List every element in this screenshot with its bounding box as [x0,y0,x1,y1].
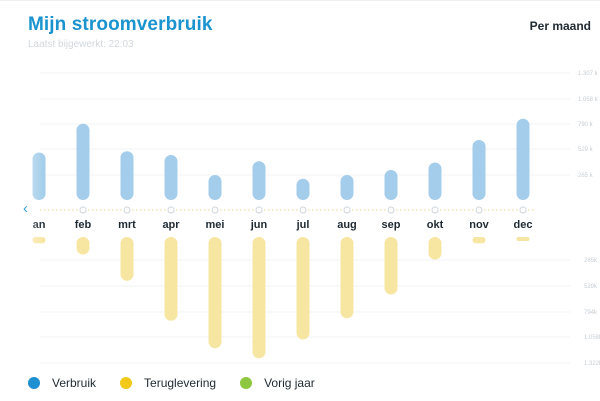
y-tick-label: 1.307 k [578,71,599,77]
usage-bar-okt [428,162,442,200]
month-marker-jul [299,206,307,214]
month-marker-mei [211,206,219,214]
return-bar-aug [340,237,354,319]
period-selector[interactable]: Per maand [529,19,591,33]
legend: Verbruik Teruglevering Vorig jaar [28,376,339,390]
legend-dot-verbruik [28,377,40,389]
return-bar-apr [164,237,178,321]
legend-item-verbruik: Verbruik [28,376,96,390]
month-label-jun: jun [250,219,268,231]
usage-bar-sep [384,170,398,200]
month-marker-dec [519,206,527,214]
legend-label-verbruik: Verbruik [52,376,97,390]
month-marker-nov [475,206,483,214]
month-marker-feb [79,206,87,214]
y-tick-label: 529 k [578,147,594,153]
return-bar-jun [252,237,266,359]
return-bars [32,237,530,359]
last-updated-text: Laatst bijgewerkt: 22:03 [28,39,134,50]
legend-label-vorig-jaar: Vorig jaar [264,376,315,390]
return-bar-nov [472,237,486,244]
return-bar-okt [428,237,442,260]
y-tick-label: 790 k [578,122,594,128]
usage-bar-jul [296,178,310,200]
legend-item-teruglevering: Teruglevering [120,376,216,390]
usage-bar-mei [208,175,222,200]
month-marker-mrt [123,206,131,214]
month-marker-aug [343,206,351,214]
month-label-aug: aug [337,219,357,231]
month-marker-okt [431,206,439,214]
y-tick-labels: 1.307 k 1.058 k 790 k 529 k 265 k 265k 529k 794… [578,71,600,367]
usage-bar-aug [340,175,354,200]
month-label-mei: mei [206,219,225,231]
usage-bar-feb [76,123,90,200]
y-tick-label: 1.322k [584,361,600,367]
y-tick-label: 529k [584,284,598,290]
usage-bar-dec [516,118,530,200]
month-label-okt: okt [427,219,444,231]
month-marker-sep [387,206,395,214]
return-bar-dec [516,237,530,241]
y-tick-label: 265k [584,258,598,264]
usage-bar-apr [164,155,178,200]
month-label-sep: sep [382,219,401,231]
return-bar-mei [208,237,222,349]
month-label-nov: nov [469,219,489,231]
month-label-dec: dec [514,219,533,231]
chevron-left-icon[interactable]: ‹ [23,200,28,217]
left-edge-fade [0,61,44,371]
return-bar-jul [296,237,310,340]
month-label-feb: feb [75,219,92,231]
month-labels: anfebmrtaprmeijunjulaugsepoktnovdec [33,219,533,231]
y-tick-label: 1.058 k [578,97,599,103]
return-bar-mrt [120,237,134,281]
legend-item-vorig-jaar: Vorig jaar [240,376,315,390]
return-bar-feb [76,237,90,255]
usage-bar-nov [472,140,486,200]
usage-bars [32,118,530,200]
usage-bar-mrt [120,151,134,200]
month-label-jul: jul [296,219,310,231]
month-marker-apr [167,206,175,214]
legend-label-teruglevering: Teruglevering [144,376,217,390]
legend-dot-vorig-jaar [240,377,253,389]
usage-bar-jun [252,161,266,200]
month-marker-jun [255,206,263,214]
month-label-apr: apr [162,219,180,231]
y-tick-label: 265 k [578,173,594,179]
legend-dot-teruglevering [120,377,133,389]
month-markers [79,206,527,214]
y-tick-label: 794k [584,310,598,316]
month-label-mrt: mrt [118,219,136,231]
page-title: Mijn stroomverbruik [28,14,213,35]
return-bar-sep [384,237,398,295]
